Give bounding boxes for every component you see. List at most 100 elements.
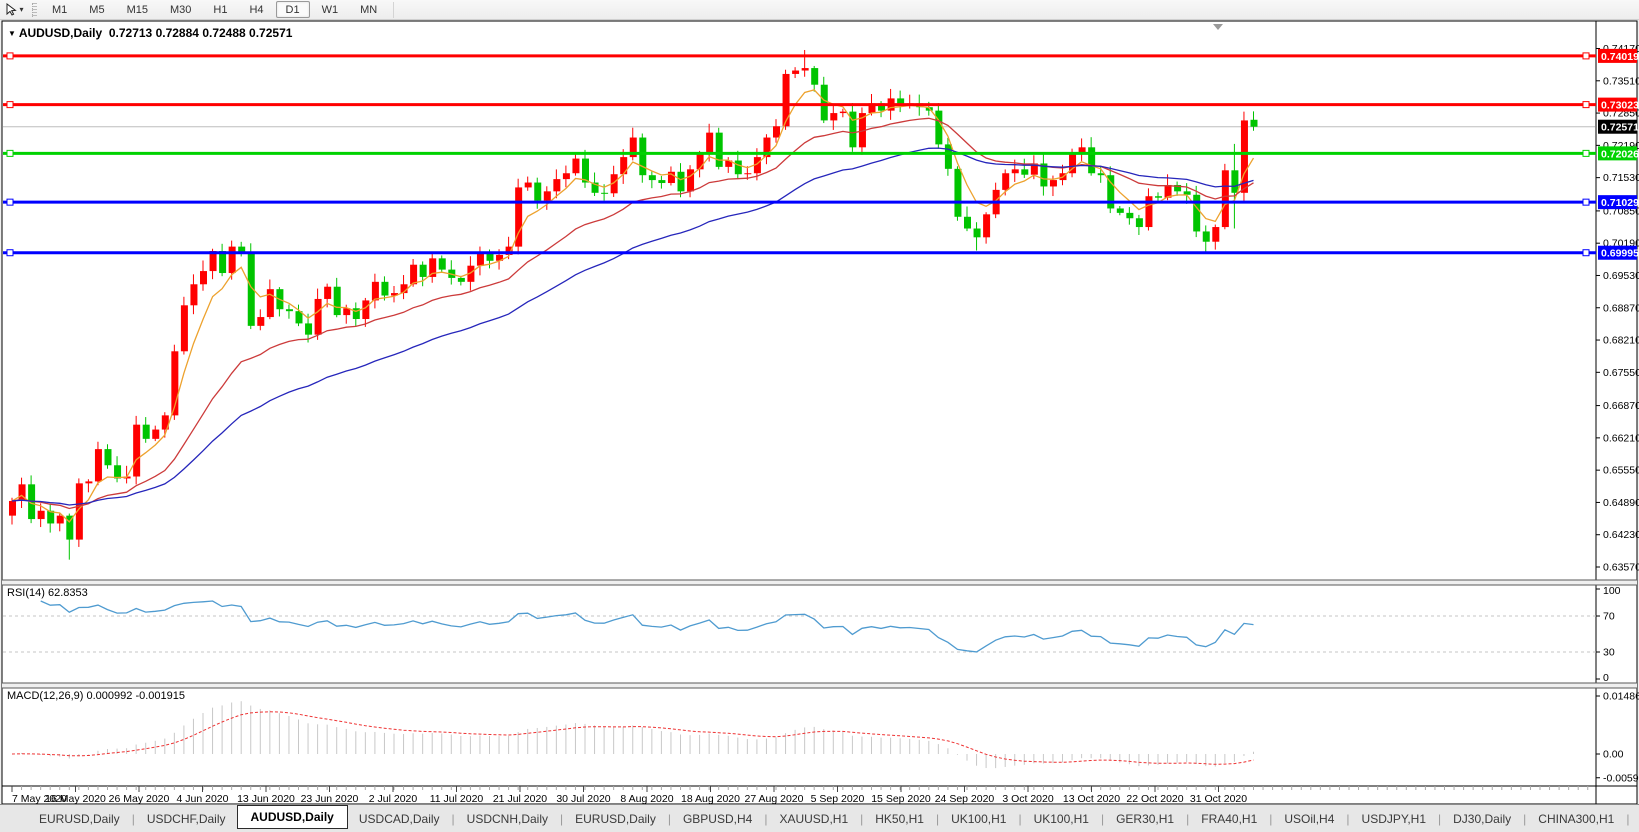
chart-tab-fra40-h1[interactable]: FRA40,H1	[1201, 811, 1258, 826]
panel-splitter[interactable]	[2, 683, 1637, 688]
chart-tab-audusd-daily[interactable]: AUDUSD,Daily	[236, 804, 348, 829]
chart-tab-usdcnh-daily[interactable]: USDCNH,Daily	[466, 811, 549, 826]
date-axis-label: 21 Jul 2020	[493, 793, 547, 805]
candle-up	[400, 284, 408, 294]
timeframe-button-h1[interactable]: H1	[213, 3, 228, 16]
date-axis-label: 3 Oct 2020	[1002, 793, 1054, 805]
chart-tab-usdcad-daily[interactable]: USDCAD,Daily	[358, 811, 440, 826]
price-axis-label: 0.66870	[1603, 400, 1639, 412]
price-badge-label: 0.74019	[1601, 51, 1639, 63]
date-axis-label: 11 Jul 2020	[430, 793, 484, 805]
line-drag-handle[interactable]	[6, 249, 14, 257]
chart-tab-usoil-h4[interactable]: USOil,H4	[1284, 811, 1335, 826]
date-axis-label: 22 Oct 2020	[1126, 793, 1183, 805]
cursor-tool-button[interactable]: ▾	[0, 1, 30, 19]
chart-shift-marker-icon[interactable]	[1213, 24, 1223, 30]
timeframe-button-m15[interactable]: M15	[126, 3, 148, 16]
collapse-triangle-icon[interactable]: ▼	[8, 29, 16, 38]
price-axis-label: 0.68210	[1603, 335, 1639, 347]
candle-down	[534, 182, 542, 201]
line-drag-handle[interactable]	[6, 101, 14, 109]
candle-down	[352, 308, 360, 320]
chart-tab-uk100-h1[interactable]: UK100,H1	[1033, 811, 1089, 826]
candle-down	[1250, 119, 1258, 127]
timeframe-button-m30[interactable]: M30	[169, 3, 192, 16]
candle-up	[753, 157, 761, 174]
candle-down	[1231, 170, 1239, 193]
candle-down	[457, 277, 465, 282]
candle-up	[1078, 147, 1086, 153]
date-axis-label: 4 Jun 2020	[177, 793, 229, 805]
chart-tab-china300-h1[interactable]: CHINA300,H1	[1538, 811, 1615, 826]
candle-up	[505, 246, 513, 255]
candle-down	[734, 160, 742, 175]
candle-up	[1221, 170, 1229, 228]
chart-tab-xauusd-h1[interactable]: XAUUSD,H1	[779, 811, 849, 826]
tab-separator: |	[860, 811, 864, 826]
candle-up	[180, 305, 188, 352]
chart-tab-gbpusd-h4[interactable]: GBPUSD,H4	[682, 811, 753, 826]
candle-down	[944, 144, 952, 169]
candle-up	[37, 510, 45, 520]
rsi-name: RSI(14)	[7, 587, 45, 599]
candle-down	[419, 264, 427, 277]
candle-up	[496, 254, 504, 261]
line-drag-handle[interactable]	[1582, 52, 1590, 60]
price-badge-label: 0.69995	[1601, 248, 1639, 260]
candle-down	[878, 103, 886, 111]
line-drag-handle[interactable]	[6, 149, 14, 157]
timeframe-button-w1[interactable]: W1	[321, 3, 339, 16]
date-axis-label: 23 Jun 2020	[301, 793, 359, 805]
chart-tab-usoil-h1[interactable]: USOil,H1	[1630, 808, 1639, 830]
timeframe-button-d1[interactable]: D1	[275, 1, 310, 18]
candle-up	[687, 169, 695, 192]
price-badge	[1598, 195, 1637, 210]
tab-separator: |	[1523, 811, 1527, 826]
macd-axis-label: 0.014861	[1603, 691, 1639, 703]
chart-tab-eurusd-daily[interactable]: EURUSD,Daily	[575, 811, 656, 826]
chart-tab-eurusd-daily[interactable]: EURUSD,Daily	[39, 811, 120, 826]
line-drag-handle[interactable]	[6, 52, 14, 60]
ohlc-high: 0.72884	[155, 26, 199, 40]
symbol-period-label: AUDUSD,Daily	[18, 26, 103, 40]
candle-up	[667, 171, 675, 184]
candle-down	[1135, 218, 1143, 228]
line-drag-handle[interactable]	[1582, 149, 1590, 157]
price-axis-label: 0.67550	[1603, 367, 1639, 379]
timeframe-button-h4[interactable]: H4	[249, 3, 264, 16]
line-drag-handle[interactable]	[6, 198, 14, 206]
chart-tab-hk50-h1[interactable]: HK50,H1	[875, 811, 924, 826]
macd-histogram-layer	[21, 701, 1254, 769]
chart-tab-ger30-h1[interactable]: GER30,H1	[1116, 811, 1175, 826]
candle-down	[66, 515, 74, 540]
ohlc-open: 0.72713	[108, 26, 153, 40]
candle-up	[1030, 163, 1038, 175]
timeframe-button-m5[interactable]: M5	[89, 3, 105, 16]
line-drag-handle[interactable]	[1582, 249, 1590, 257]
line-drag-handle[interactable]	[1582, 101, 1590, 109]
date-axis-label: 5 Sep 2020	[811, 793, 865, 805]
chart-tab-usdjpy-h1[interactable]: USDJPY,H1	[1361, 811, 1427, 826]
candle-up	[343, 308, 351, 316]
price-axis-label: 0.69530	[1603, 270, 1639, 282]
candle-up	[868, 103, 876, 114]
timeframe-button-m1[interactable]: M1	[52, 3, 68, 16]
macd-signal-value: -0.001915	[135, 690, 185, 702]
chart-tab-dj30-daily[interactable]: DJ30,Daily	[1453, 811, 1512, 826]
candle-up	[801, 68, 809, 71]
tab-separator: |	[560, 811, 564, 826]
candle-down	[973, 228, 981, 238]
candle-up	[1011, 169, 1019, 174]
timeframe-button-mn[interactable]: MN	[360, 3, 378, 16]
candle-down	[1097, 173, 1105, 176]
chart-tab-usdchf-daily[interactable]: USDCHF,Daily	[146, 811, 226, 826]
macd-axis-label: 0.00	[1603, 749, 1624, 761]
candle-down	[247, 252, 255, 326]
candle-down	[639, 137, 647, 176]
panel-splitter[interactable]	[2, 580, 1637, 585]
chart-tab-uk100-h1[interactable]: UK100,H1	[951, 811, 1007, 826]
date-axis-label: 16 May 2020	[45, 793, 106, 805]
line-drag-handle[interactable]	[1582, 198, 1590, 206]
candle-down	[954, 168, 962, 217]
candle-up	[18, 484, 26, 501]
